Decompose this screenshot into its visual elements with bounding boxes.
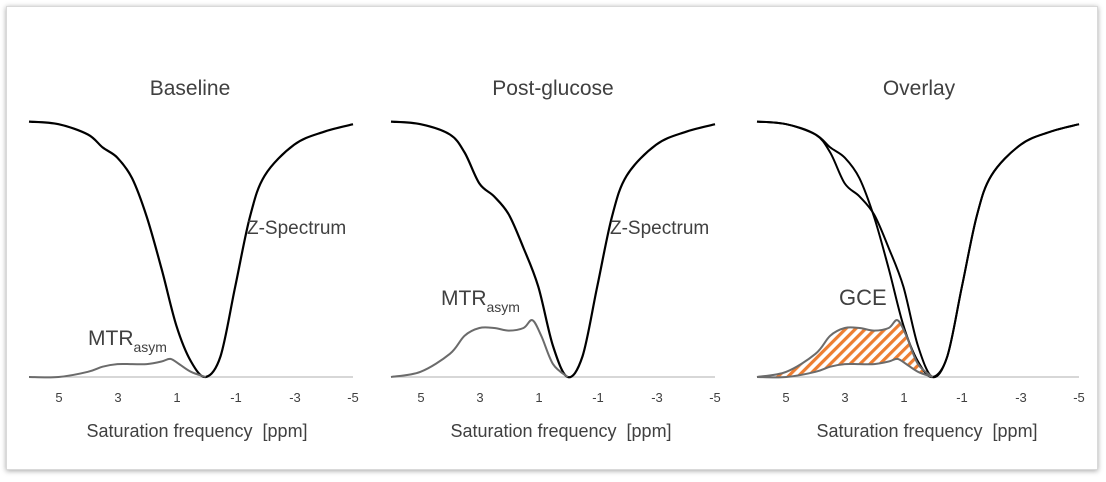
x-tick-label: -5 xyxy=(1073,390,1085,405)
x-tick-label: 1 xyxy=(900,390,907,405)
x-tick-label: -5 xyxy=(709,390,721,405)
x-axis-label: Saturation frequency [ppm] xyxy=(450,421,671,441)
chart-baseline: Baseline 5 3 1 -1 -3 -5 Z-Spectrum MTRas… xyxy=(28,77,359,441)
x-tick-label: -1 xyxy=(230,390,242,405)
x-tick-label: 1 xyxy=(173,390,180,405)
x-tick-label: 3 xyxy=(114,390,121,405)
x-axis-label: Saturation frequency [ppm] xyxy=(86,421,307,441)
x-tick-label: -3 xyxy=(1015,390,1027,405)
chart-figure: Baseline 5 3 1 -1 -3 -5 Z-Spectrum MTRas… xyxy=(28,77,1085,441)
z-spectrum-baseline-line xyxy=(756,120,1080,379)
x-tick-label: -5 xyxy=(347,390,359,405)
x-tick-labels: 5 3 1 -1 -3 -5 xyxy=(55,390,358,405)
z-spectrum-label: Z-Spectrum xyxy=(247,218,346,239)
figure-panel: Baseline 5 3 1 -1 -3 -5 Z-Spectrum MTRas… xyxy=(6,6,1098,470)
x-tick-label: 3 xyxy=(841,390,848,405)
x-tick-label: 5 xyxy=(417,390,424,405)
x-axis-label: Saturation frequency [ppm] xyxy=(816,421,1037,441)
z-spectrum-line xyxy=(390,120,716,379)
x-tick-label: -1 xyxy=(592,390,604,405)
x-tick-label: -3 xyxy=(289,390,301,405)
mtr-asym-line xyxy=(390,319,569,378)
mtr-asym-label: MTRasym xyxy=(88,327,167,355)
x-tick-label: 1 xyxy=(535,390,542,405)
mtr-asym-post-glucose-line xyxy=(756,319,934,378)
x-tick-label: 5 xyxy=(782,390,789,405)
chart-title: Baseline xyxy=(150,77,231,100)
x-tick-label: 3 xyxy=(476,390,483,405)
mtr-asym-baseline-line xyxy=(756,357,933,379)
chart-title: Post-glucose xyxy=(492,77,613,100)
x-tick-labels: 5 3 1 -1 -3 -5 xyxy=(417,390,720,405)
chart-title: Overlay xyxy=(883,77,956,100)
gce-hatched-area xyxy=(757,320,933,378)
x-tick-label: -3 xyxy=(651,390,663,405)
gce-label: GCE xyxy=(839,285,887,310)
chart-post-glucose: Post-glucose 5 3 1 -1 -3 -5 Z-Spectrum M… xyxy=(390,77,721,441)
z-spectrum-label: Z-Spectrum xyxy=(610,218,709,239)
z-spectrum-line xyxy=(28,120,354,379)
x-tick-label: 5 xyxy=(55,390,62,405)
x-tick-labels: 5 3 1 -1 -3 -5 xyxy=(782,390,1084,405)
z-spectrum-post-glucose-line xyxy=(756,120,1080,379)
mtr-asym-label: MTRasym xyxy=(441,287,520,315)
x-tick-label: -1 xyxy=(956,390,968,405)
mtr-asym-line xyxy=(28,357,207,379)
chart-overlay: Overlay 5 3 1 -1 -3 -5 GCE Saturation fr… xyxy=(756,77,1085,441)
